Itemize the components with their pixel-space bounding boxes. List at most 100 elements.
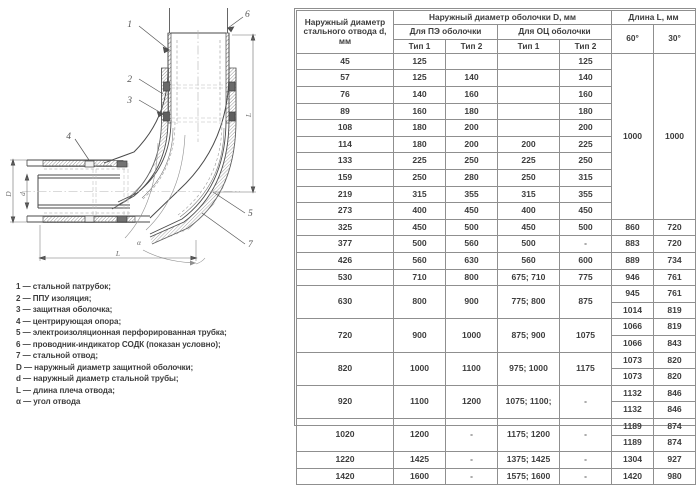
cell-oc-type1: 975; 1000 (497, 351, 560, 386)
cell-oc-type1: 1375; 1425 (497, 451, 560, 469)
cell-oc-type2: - (559, 235, 612, 253)
legend-key: D (16, 362, 22, 372)
page-root: 1 6 2 3 4 5 7 D d L L α (4, 8, 697, 485)
table-row-sub: 1073 820 (297, 368, 697, 386)
table-row: 630 800 900 775; 800 875 945 761 (296, 285, 697, 320)
cell-length-30: 761 (652, 268, 697, 287)
header-angle-60: 60° (611, 24, 654, 54)
cell-pe-type2: 560 (445, 235, 498, 253)
legend-key: L (16, 385, 21, 395)
cell-oc-type1 (497, 86, 560, 104)
legend-item: D — наружный диаметр защитной оболочки; (16, 362, 292, 374)
cell-pe-type2: 280 (445, 169, 498, 187)
cell-oc-type2: 1175 (559, 351, 612, 386)
cell-pe-type2: 180 (445, 102, 498, 121)
header-angle-30: 30° (652, 24, 697, 54)
cell-length-60: 1066 (611, 334, 654, 353)
cell-pe-type2: 140 (445, 69, 498, 88)
cell-d: 325 (296, 218, 394, 237)
cell-oc-type2: 600 (559, 251, 612, 270)
cell-length-30: 720 (652, 218, 697, 237)
table-row: 1020 1200 - 1175; 1200 - 1189 874 (296, 417, 697, 453)
cell-oc-type2: 355 (559, 185, 612, 204)
cell-oc-type1: 500 (497, 235, 560, 253)
cell-length-60: 1073 (611, 368, 654, 386)
cell-oc-type2: 250 (559, 152, 612, 170)
legend-separator: — (23, 374, 32, 384)
table-row: 377 500 560 500 - 883 720 (296, 235, 697, 253)
legend-item: 5 — электроизоляционная перфорированная … (16, 327, 292, 339)
header-diameter-d: Наружный диаметр стального отвода d, мм (296, 10, 394, 54)
legend-separator: — (22, 339, 31, 349)
drawing-legend: 1 — стальной патрубок; 2 — ППУ изоляция;… (16, 281, 292, 408)
cell-oc-type2: 225 (559, 135, 612, 154)
cell-oc-type1: 675; 710 (497, 268, 560, 287)
table-row: 273 400 450 400 450 (296, 202, 696, 220)
cell-length-60: 1132 (611, 401, 654, 419)
callout-label-7: 7 (248, 240, 254, 250)
centering-support-blocks (84, 81, 236, 223)
cell-oc-type1 (497, 102, 560, 121)
dimension-label-d: d (18, 192, 27, 196)
cell-length-30: 874 (652, 434, 697, 453)
cell-oc-type2: - (559, 417, 612, 453)
cell-length-30: 846 (652, 401, 697, 419)
cell-oc-type2: 125 (559, 52, 612, 71)
cell-pe-type2: 200 (445, 119, 498, 137)
legend-item: 2 — ППУ изоляция; (16, 293, 292, 305)
cell-pe-type2 (445, 52, 498, 71)
cell-oc-type2: 775 (559, 268, 612, 287)
dimension-label-L-horizontal: L (115, 249, 120, 258)
cell-d: 57 (296, 69, 394, 88)
table-row: 159 250 280 250 315 (296, 169, 696, 187)
cell-length-60: 889 (611, 251, 654, 270)
cell-d: 108 (296, 119, 394, 137)
legend-key: 3 (16, 305, 21, 315)
cell-d: 377 (296, 235, 394, 253)
cell-oc-type2: - (559, 384, 612, 419)
cell-oc-type1: 225 (497, 152, 560, 170)
table-row: 325 450 500 450 500 860 720 (296, 218, 697, 237)
header-pe-type2: Тип 2 (445, 38, 498, 54)
cell-d: 45 (296, 52, 394, 71)
cell-d: 133 (296, 152, 394, 170)
cell-length-60: 1073 (611, 351, 654, 370)
cell-oc-type2: - (559, 451, 612, 469)
cell-oc-type2: - (559, 467, 612, 485)
table-row: 820 1000 1100 975; 1000 1175 1073 820 (296, 351, 697, 386)
cell-pe-type1: 800 (393, 285, 446, 320)
cell-oc-type1: 315 (497, 185, 560, 204)
table-row: 720 900 1000 875; 900 1075 1066 819 (296, 318, 697, 353)
cell-length-30: 819 (652, 301, 697, 320)
header-oc-type2: Тип 2 (559, 38, 612, 54)
cell-d: 89 (296, 102, 394, 121)
table-row: 133 225 250 225 250 (296, 152, 696, 170)
table-row-sub: 1132 846 (297, 401, 697, 419)
cell-length-30: 843 (652, 334, 697, 353)
cell-pe-type1: 1200 (393, 417, 446, 453)
cell-d: 1420 (296, 467, 394, 485)
cell-pe-type1: 1600 (393, 467, 446, 485)
callout-label-5: 5 (248, 209, 253, 219)
cell-pe-type2: 1000 (445, 318, 498, 353)
callout-label-2: 2 (127, 75, 132, 85)
cell-length-30: 820 (652, 351, 697, 370)
cell-length-60: 1066 (611, 318, 654, 336)
header-oc-type1: Тип 1 (497, 38, 560, 54)
table-row: 45 125 125 1000 1000 (296, 52, 697, 220)
cell-pe-type1: 315 (393, 185, 446, 204)
cell-length-60: 883 (611, 235, 654, 253)
table-row: 57 125 140 140 (296, 69, 696, 88)
header-group-casing-diameter: Наружный диаметр оболочки D, мм (393, 9, 612, 26)
callout-label-4: 4 (66, 132, 71, 142)
legend-key: 6 (16, 339, 21, 349)
table-row: 114 180 200 200 225 (296, 135, 696, 154)
cell-oc-type1: 1075; 1100; (497, 384, 560, 419)
legend-item: L — длина плеча отвода; (16, 385, 292, 397)
cell-pe-type1: 180 (393, 119, 446, 137)
cell-pe-type1: 450 (393, 218, 446, 237)
legend-text: длина плеча отвода; (33, 385, 115, 395)
table-row-sub: 1066 843 (297, 334, 697, 353)
cell-pe-type2: - (445, 451, 498, 469)
cell-oc-type1: 1175; 1200 (497, 417, 560, 453)
